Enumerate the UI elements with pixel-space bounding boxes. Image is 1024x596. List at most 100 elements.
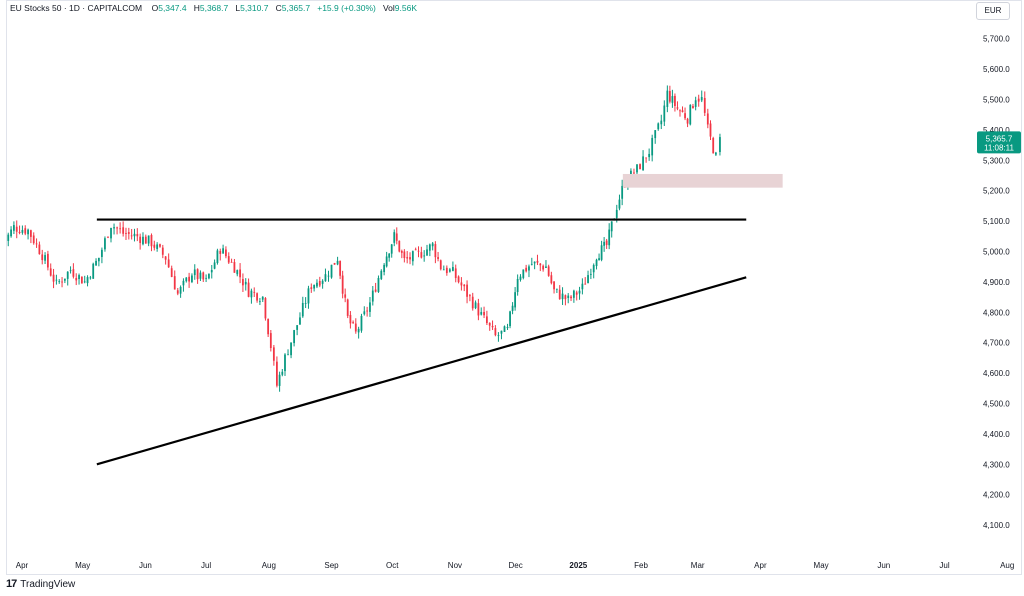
candle-body — [15, 226, 18, 232]
candle-body — [522, 269, 525, 278]
candle-body — [173, 276, 176, 290]
candle-body — [697, 98, 700, 102]
candle-body — [709, 123, 712, 137]
candle-body — [618, 199, 621, 209]
currency-selector[interactable]: EUR — [976, 2, 1010, 20]
candle-body — [488, 322, 491, 326]
candle-body — [278, 374, 281, 386]
trendline-rising-support[interactable] — [96, 276, 747, 466]
footer-brand[interactable]: 17 TradingView — [6, 578, 75, 590]
candle-body — [38, 244, 41, 255]
candle-body — [142, 236, 144, 245]
bar-countdown: 11:08:11 — [984, 143, 1015, 152]
candle-body — [330, 264, 333, 278]
candle-body — [570, 296, 572, 299]
candle-body — [78, 275, 80, 280]
candle-body — [363, 311, 366, 315]
candle-body — [230, 261, 233, 263]
candle-body — [205, 277, 207, 279]
candle-body — [516, 278, 519, 293]
candle-body — [406, 257, 409, 259]
candle-body — [388, 253, 391, 258]
last-price-tag[interactable] — [977, 131, 1021, 154]
candle-body — [684, 113, 686, 119]
y-tick-label: 5,500.0 — [983, 96, 1010, 105]
candle-body — [457, 276, 460, 283]
y-tick-label: 4,900.0 — [983, 278, 1010, 287]
candle-body — [503, 326, 506, 332]
x-tick-label: 2025 — [569, 561, 587, 570]
candle-body — [196, 269, 199, 280]
candle-body — [555, 288, 558, 290]
candle-body — [170, 268, 173, 277]
candle-body — [426, 249, 428, 256]
y-tick-label: 4,800.0 — [983, 308, 1010, 317]
candle-body — [349, 314, 352, 324]
candle-body — [600, 245, 603, 260]
symbol-legend[interactable]: EU Stocks 50 · 1D · CAPITALCOM O5,347.4 … — [10, 3, 417, 13]
price-chart[interactable]: 4,100.0 4,200.0 4,300.0 4,400.0 4,500.0 4,600… — [7, 1, 1023, 576]
candle-body — [511, 305, 514, 311]
candle-body — [414, 249, 417, 251]
candle-body — [400, 250, 403, 253]
candle-body — [360, 315, 363, 331]
candle-body — [272, 347, 275, 361]
candle-body — [439, 260, 442, 270]
x-tick-label: Feb — [634, 561, 648, 570]
candle-body — [318, 281, 321, 286]
x-tick-label: Nov — [448, 561, 462, 570]
candle-body — [299, 317, 301, 325]
candle-body — [313, 285, 316, 289]
chart-frame[interactable]: 4,100.0 4,200.0 4,300.0 4,400.0 4,500.0 4,600… — [6, 0, 1022, 575]
close-value: 5,365.7 — [281, 3, 311, 13]
candle-body — [95, 260, 97, 266]
candle-body — [542, 265, 545, 270]
candle-body — [603, 241, 606, 246]
x-tick-label: Sep — [324, 561, 339, 570]
candle-body — [188, 276, 191, 282]
candle-body — [256, 293, 258, 301]
candle-body — [550, 275, 553, 284]
candle-body — [714, 152, 717, 155]
symbol-name[interactable]: EU Stocks 50 · 1D · CAPITALCOM — [10, 3, 143, 13]
candle-body — [27, 229, 29, 235]
y-tick-label: 4,100.0 — [983, 521, 1010, 530]
low-label: L — [235, 3, 241, 13]
candle-body — [491, 325, 494, 328]
candle-body — [674, 95, 676, 106]
candle-body — [621, 185, 624, 199]
candle-body — [290, 342, 292, 356]
candle-body — [700, 97, 703, 101]
candle-body — [216, 250, 219, 264]
candle-body — [222, 248, 224, 254]
candle-body — [101, 249, 103, 257]
candle-body — [676, 107, 679, 109]
candle-body — [480, 312, 483, 315]
change-value: +15.9 (+0.30%) — [317, 3, 376, 13]
candle-body — [191, 275, 193, 283]
candle-body — [371, 290, 374, 302]
candle-body — [460, 282, 463, 286]
y-tick-label: 5,100.0 — [983, 217, 1010, 226]
candle-body — [642, 156, 644, 170]
candle-body — [663, 105, 666, 122]
candle-body — [598, 258, 600, 261]
candle-body — [327, 275, 330, 277]
x-tick-label: Aug — [1000, 561, 1014, 570]
candle-body — [651, 137, 654, 156]
candle-body — [666, 90, 669, 107]
candle-body — [561, 293, 564, 300]
candle-body — [587, 275, 589, 283]
brand-name: TradingView — [20, 578, 76, 590]
candle-body — [242, 279, 244, 286]
candle-body — [21, 229, 24, 233]
candle-body — [324, 274, 327, 282]
candle-body — [86, 277, 89, 284]
y-tick-label: 5,600.0 — [983, 65, 1010, 74]
candle-body — [468, 295, 471, 297]
candle-body — [519, 276, 522, 280]
candle-body — [161, 247, 164, 255]
candle-body — [545, 266, 547, 268]
supply-zone[interactable] — [622, 173, 783, 188]
candle-body — [219, 250, 222, 254]
